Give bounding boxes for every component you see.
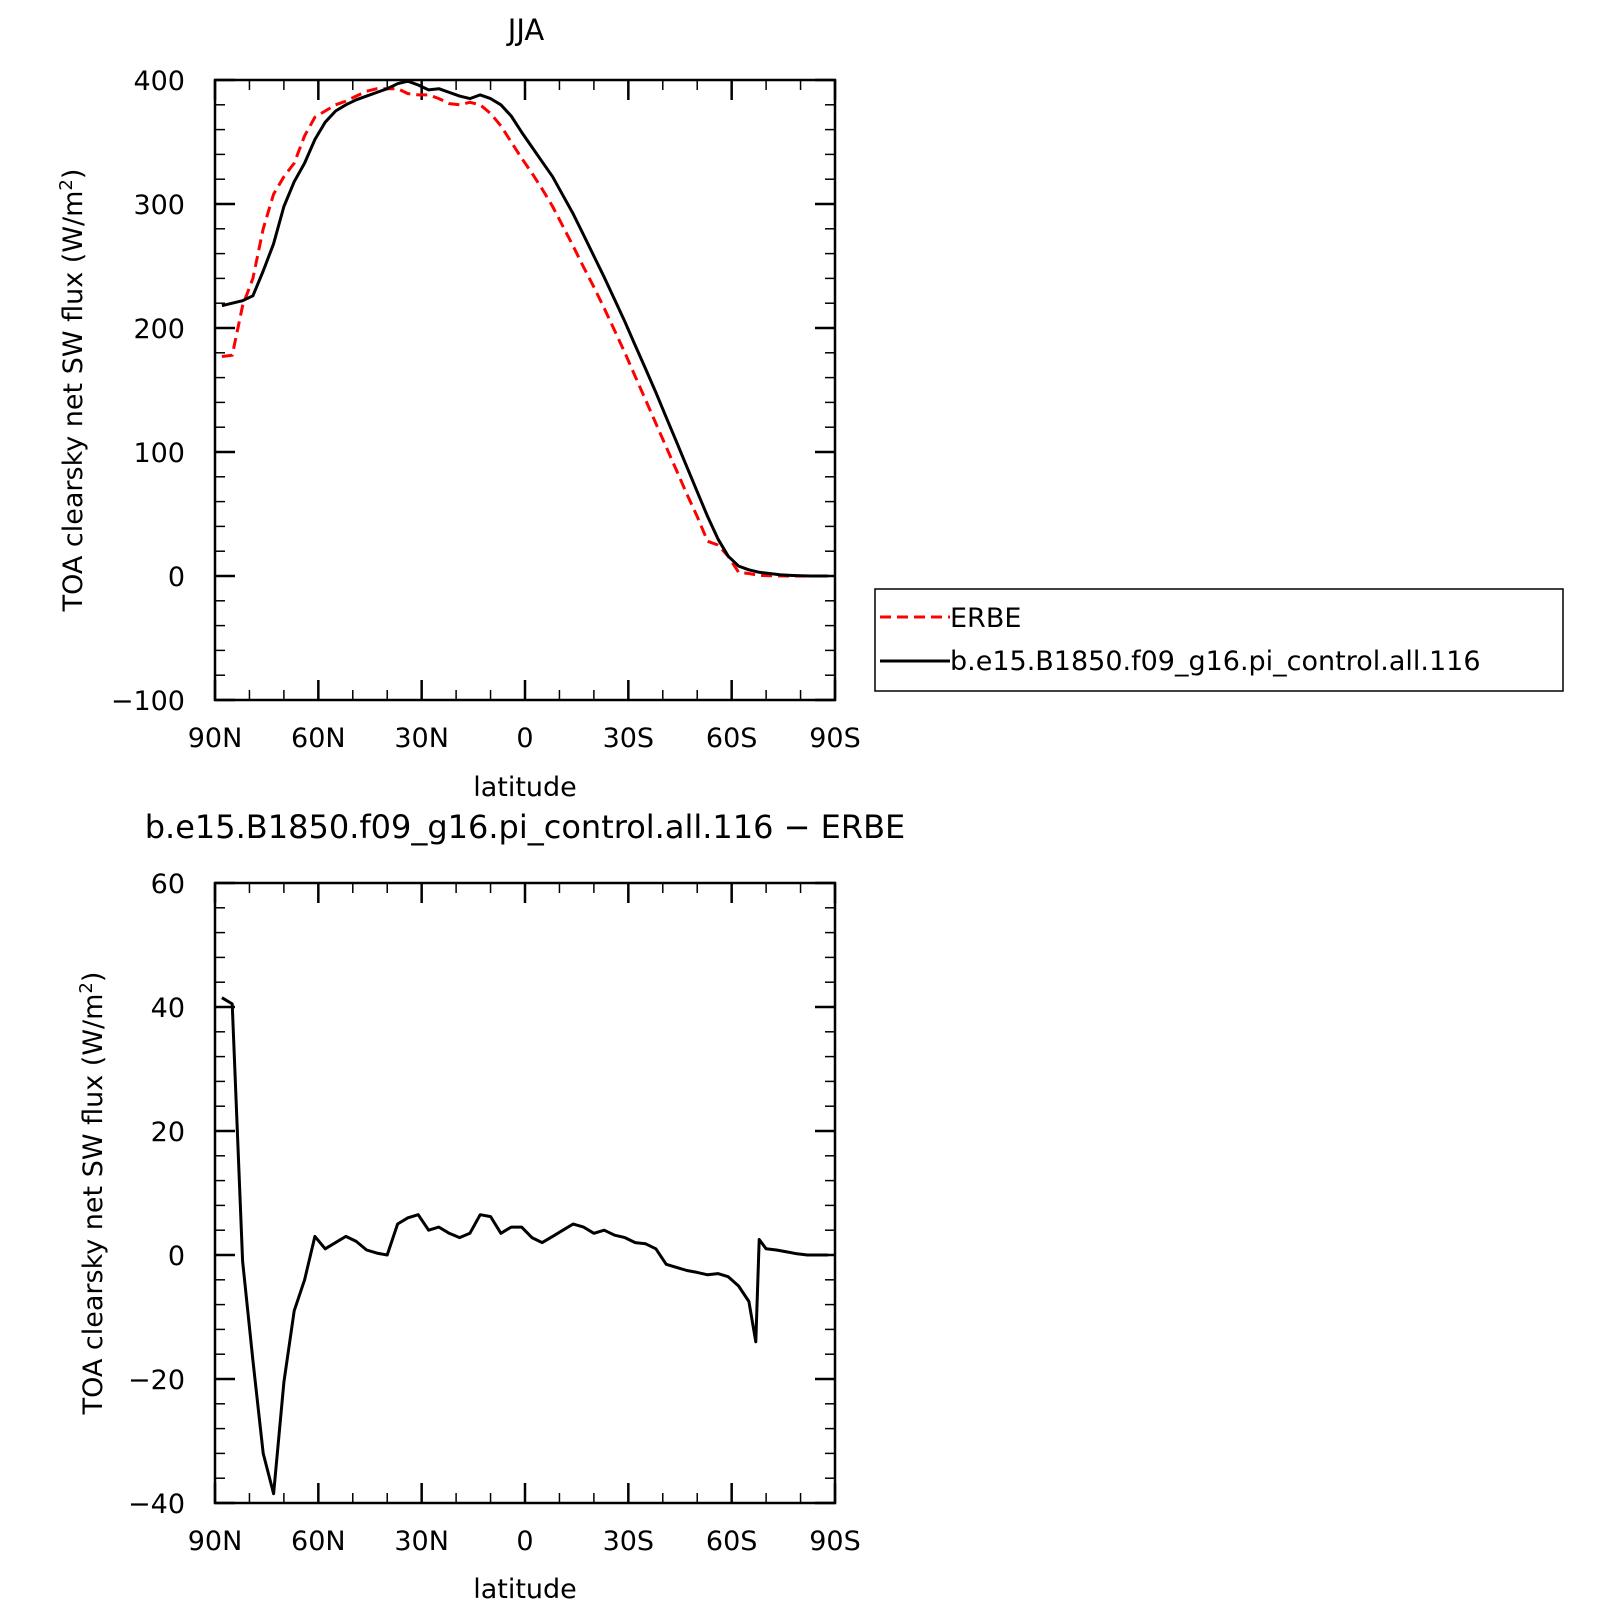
- top-chart-title: JJA: [506, 13, 545, 47]
- top-series-line-1: [221, 79, 829, 578]
- legend-box: [874, 588, 1564, 692]
- bottom-series-layer: [221, 996, 829, 1496]
- bottom-y-tick-label: 0: [168, 1241, 185, 1272]
- bottom-x-tick-label: 90N: [188, 1526, 243, 1557]
- top-y-tick-label: 0: [168, 562, 185, 593]
- top-x-tick-label: 0: [516, 723, 533, 754]
- bottom-panel: b.e15.B1850.f09_g16.pi_control.all.116 −…: [76, 808, 905, 1605]
- top-y-tick-label: 200: [133, 314, 185, 345]
- bottom-tick-labels: 90N 60N 30N 0 30S 60S 90S −40 −20 0 20 40 60: [128, 869, 861, 1557]
- bottom-x-tick-label: 0: [516, 1526, 533, 1557]
- top-x-tick-label: 30N: [394, 723, 449, 754]
- bottom-y-tick-label: −20: [128, 1365, 185, 1396]
- top-y-tick-label: 100: [133, 438, 185, 469]
- bottom-y-axis-label: TOA clearsky net SW flux (W/m2): [76, 972, 109, 1416]
- top-y-axis-label: TOA clearsky net SW flux (W/m2): [56, 169, 89, 613]
- bottom-plot-frame: [213, 881, 837, 1505]
- top-x-tick-label: 60N: [291, 723, 346, 754]
- bottom-series-line-0: [221, 996, 829, 1496]
- bottom-y-tick-label: 40: [151, 993, 185, 1024]
- bottom-y-tick-label: 20: [151, 1117, 185, 1148]
- legend-label-erbe: ERBE: [950, 603, 1021, 634]
- top-y-tick-label: 400: [133, 66, 185, 97]
- top-x-tick-label: 30S: [603, 723, 655, 754]
- top-x-tick-label: 90S: [809, 723, 861, 754]
- bottom-y-tick-label: 60: [151, 869, 185, 900]
- top-tick-labels: 90N 60N 30N 0 30S 60S 90S −100 0 100 200 300 400: [111, 66, 861, 754]
- top-panel: JJA 90N 60N 30N 0 30S 60S 90S −100 0 100 200 300 400…: [56, 13, 861, 803]
- bottom-x-axis-label: latitude: [473, 1574, 577, 1605]
- bottom-chart-title: b.e15.B1850.f09_g16.pi_control.all.116 −…: [145, 808, 906, 846]
- bottom-x-tick-label: 90S: [809, 1526, 861, 1557]
- top-x-tick-label: 60S: [706, 723, 758, 754]
- bottom-x-tick-label: 60N: [291, 1526, 346, 1557]
- top-plot-frame: [213, 78, 837, 702]
- top-series-layer: [221, 79, 829, 578]
- top-x-axis-label: latitude: [473, 772, 577, 803]
- top-y-tick-label: −100: [111, 686, 185, 717]
- top-y-tick-label: 300: [133, 190, 185, 221]
- top-ticks: [213, 78, 837, 702]
- top-series-line-0: [221, 87, 829, 578]
- bottom-x-tick-label: 60S: [706, 1526, 758, 1557]
- bottom-y-tick-label: −40: [128, 1489, 185, 1520]
- legend-label-model: b.e15.B1850.f09_g16.pi_control.all.116: [950, 646, 1481, 677]
- legend: ERBE b.e15.B1850.f09_g16.pi_control.all.…: [874, 588, 1564, 692]
- top-x-tick-label: 90N: [188, 723, 243, 754]
- bottom-ticks: [213, 881, 837, 1505]
- bottom-x-tick-label: 30S: [603, 1526, 655, 1557]
- bottom-x-tick-label: 30N: [394, 1526, 449, 1557]
